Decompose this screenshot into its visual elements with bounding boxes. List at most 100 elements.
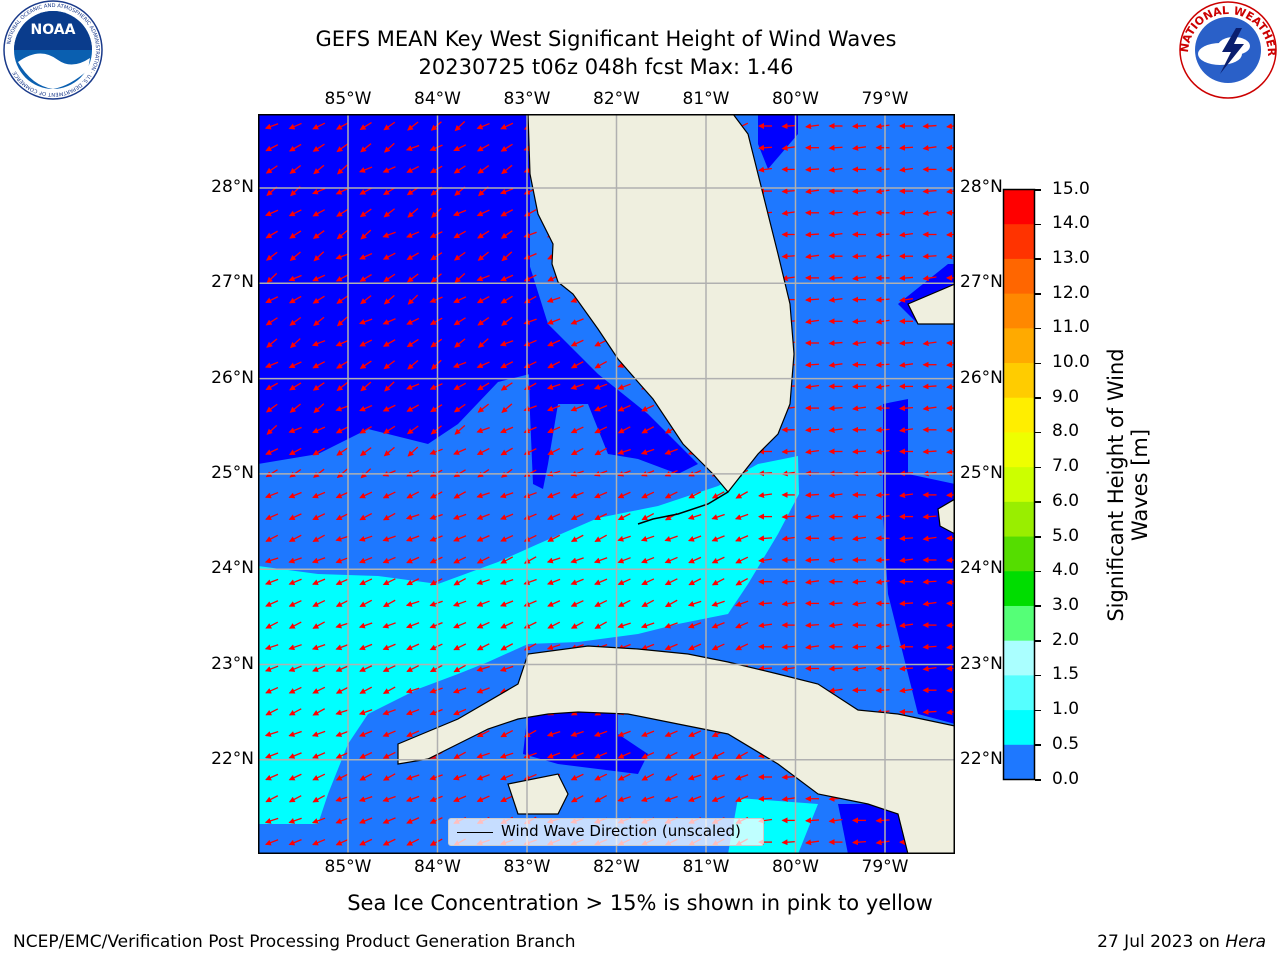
wave-direction-arrow xyxy=(476,143,490,152)
wave-direction-arrow xyxy=(311,643,326,651)
wave-direction-arrow xyxy=(429,231,443,238)
wave-direction-arrow xyxy=(852,839,867,846)
wave-direction-arrow xyxy=(454,338,466,348)
wave-direction-arrow xyxy=(312,230,325,239)
wave-direction-arrow xyxy=(288,686,302,694)
lat-tick-label-left: 25°N xyxy=(211,462,254,483)
lat-tick-label-left: 24°N xyxy=(211,558,254,579)
wave-direction-arrow xyxy=(358,318,373,325)
wave-direction-arrow xyxy=(476,774,490,781)
wave-direction-arrow xyxy=(922,210,937,216)
wave-direction-arrow xyxy=(476,426,490,434)
wave-direction-arrow xyxy=(875,687,890,694)
wave-direction-arrow xyxy=(758,557,773,564)
wave-direction-arrow xyxy=(805,578,820,585)
wave-direction-arrow xyxy=(454,272,466,284)
wave-direction-arrow xyxy=(899,600,914,607)
wave-direction-arrow xyxy=(477,403,490,413)
wave-direction-arrow xyxy=(501,164,513,175)
wave-direction-arrow xyxy=(640,535,655,542)
wave-direction-arrow xyxy=(594,752,608,759)
wave-direction-arrow xyxy=(288,665,302,672)
lon-tick-label-top: 84°W xyxy=(414,89,461,109)
wave-direction-arrow xyxy=(570,447,584,456)
wave-direction-arrow xyxy=(335,643,349,651)
wave-direction-arrow xyxy=(359,491,373,499)
lat-tick-label-right: 24°N xyxy=(960,558,1003,579)
wave-direction-arrow xyxy=(828,492,843,499)
wave-direction-arrow xyxy=(641,491,655,499)
wave-direction-arrow xyxy=(711,643,725,651)
wave-direction-arrow xyxy=(852,405,867,412)
wave-direction-arrow xyxy=(452,600,467,607)
wave-direction-arrow xyxy=(617,448,631,455)
wave-direction-arrow xyxy=(664,622,678,629)
wave-direction-arrow xyxy=(476,535,490,542)
wave-direction-arrow xyxy=(570,730,584,737)
wave-direction-arrow xyxy=(641,643,655,651)
wave-direction-arrow xyxy=(477,165,490,174)
wave-direction-arrow xyxy=(313,251,325,262)
wave-direction-arrow xyxy=(476,665,490,672)
wave-direction-arrow xyxy=(594,404,608,412)
wave-direction-arrow xyxy=(922,600,937,607)
wave-direction-arrow xyxy=(735,751,749,760)
wave-direction-arrow xyxy=(500,426,514,434)
wave-direction-arrow xyxy=(453,621,467,629)
wave-direction-arrow xyxy=(312,708,326,716)
wave-direction-arrow xyxy=(477,230,490,239)
wave-direction-arrow xyxy=(875,492,890,498)
wave-direction-arrow xyxy=(594,578,608,586)
wave-direction-arrow xyxy=(781,643,796,650)
wave-direction-arrow xyxy=(476,600,490,607)
wave-direction-arrow xyxy=(687,795,702,803)
wave-direction-arrow xyxy=(781,123,796,130)
wave-direction-arrow xyxy=(360,229,372,240)
footer-machine: Hera xyxy=(1225,932,1266,952)
wave-direction-arrow xyxy=(265,708,279,716)
lon-tick-label-top: 85°W xyxy=(324,89,372,109)
wave-direction-arrow xyxy=(617,730,631,737)
wave-direction-arrow xyxy=(359,838,373,846)
wave-direction-arrow xyxy=(359,339,373,347)
wave-band-0-0.5-ne xyxy=(758,114,798,169)
wave-direction-arrow xyxy=(289,403,301,413)
wave-direction-arrow xyxy=(429,838,443,846)
colorbar-segment xyxy=(1003,189,1035,225)
colorbar-tick-mark xyxy=(1035,258,1041,260)
wave-direction-arrow xyxy=(805,622,820,629)
wave-direction-arrow xyxy=(501,316,513,326)
wave-direction-arrow xyxy=(664,578,678,586)
wave-direction-arrow xyxy=(805,383,820,390)
wave-direction-arrow xyxy=(360,447,372,457)
wave-direction-arrow xyxy=(313,403,325,414)
wave-direction-arrow xyxy=(547,600,561,607)
wave-direction-arrow xyxy=(406,338,419,348)
wave-direction-arrow xyxy=(546,557,561,564)
wave-direction-arrow xyxy=(570,600,584,607)
colorbar-tick-label: 7.0 xyxy=(1052,456,1080,477)
lat-tick-label-left: 22°N xyxy=(211,748,254,769)
wave-direction-arrow xyxy=(617,622,631,629)
colorbar-tick-label: 13.0 xyxy=(1052,247,1090,268)
sea-ice-note: Sea Ice Concentration > 15% is shown in … xyxy=(347,891,933,915)
wave-direction-arrow xyxy=(265,230,278,239)
wave-direction-arrow xyxy=(288,534,302,542)
wave-direction-arrow xyxy=(429,383,443,390)
wave-direction-arrow xyxy=(828,427,843,433)
wave-direction-arrow xyxy=(570,339,584,347)
wave-direction-arrow xyxy=(852,318,867,325)
wave-direction-arrow xyxy=(335,513,349,521)
wave-direction-arrow xyxy=(406,556,420,564)
wave-direction-arrow xyxy=(264,839,279,846)
wave-direction-arrow xyxy=(476,295,490,304)
wave-direction-arrow xyxy=(875,839,890,846)
wave-direction-arrow xyxy=(476,209,490,217)
lon-tick-label-top: 79°W xyxy=(861,89,909,109)
colorbar-tick-mark xyxy=(1035,501,1041,503)
wave-direction-arrow xyxy=(875,817,890,824)
wave-direction-arrow xyxy=(664,491,678,499)
legend-label: Wind Wave Direction (unscaled) xyxy=(501,822,741,840)
colorbar-tick-label: 12.0 xyxy=(1052,282,1090,303)
wave-direction-arrow xyxy=(805,188,820,195)
